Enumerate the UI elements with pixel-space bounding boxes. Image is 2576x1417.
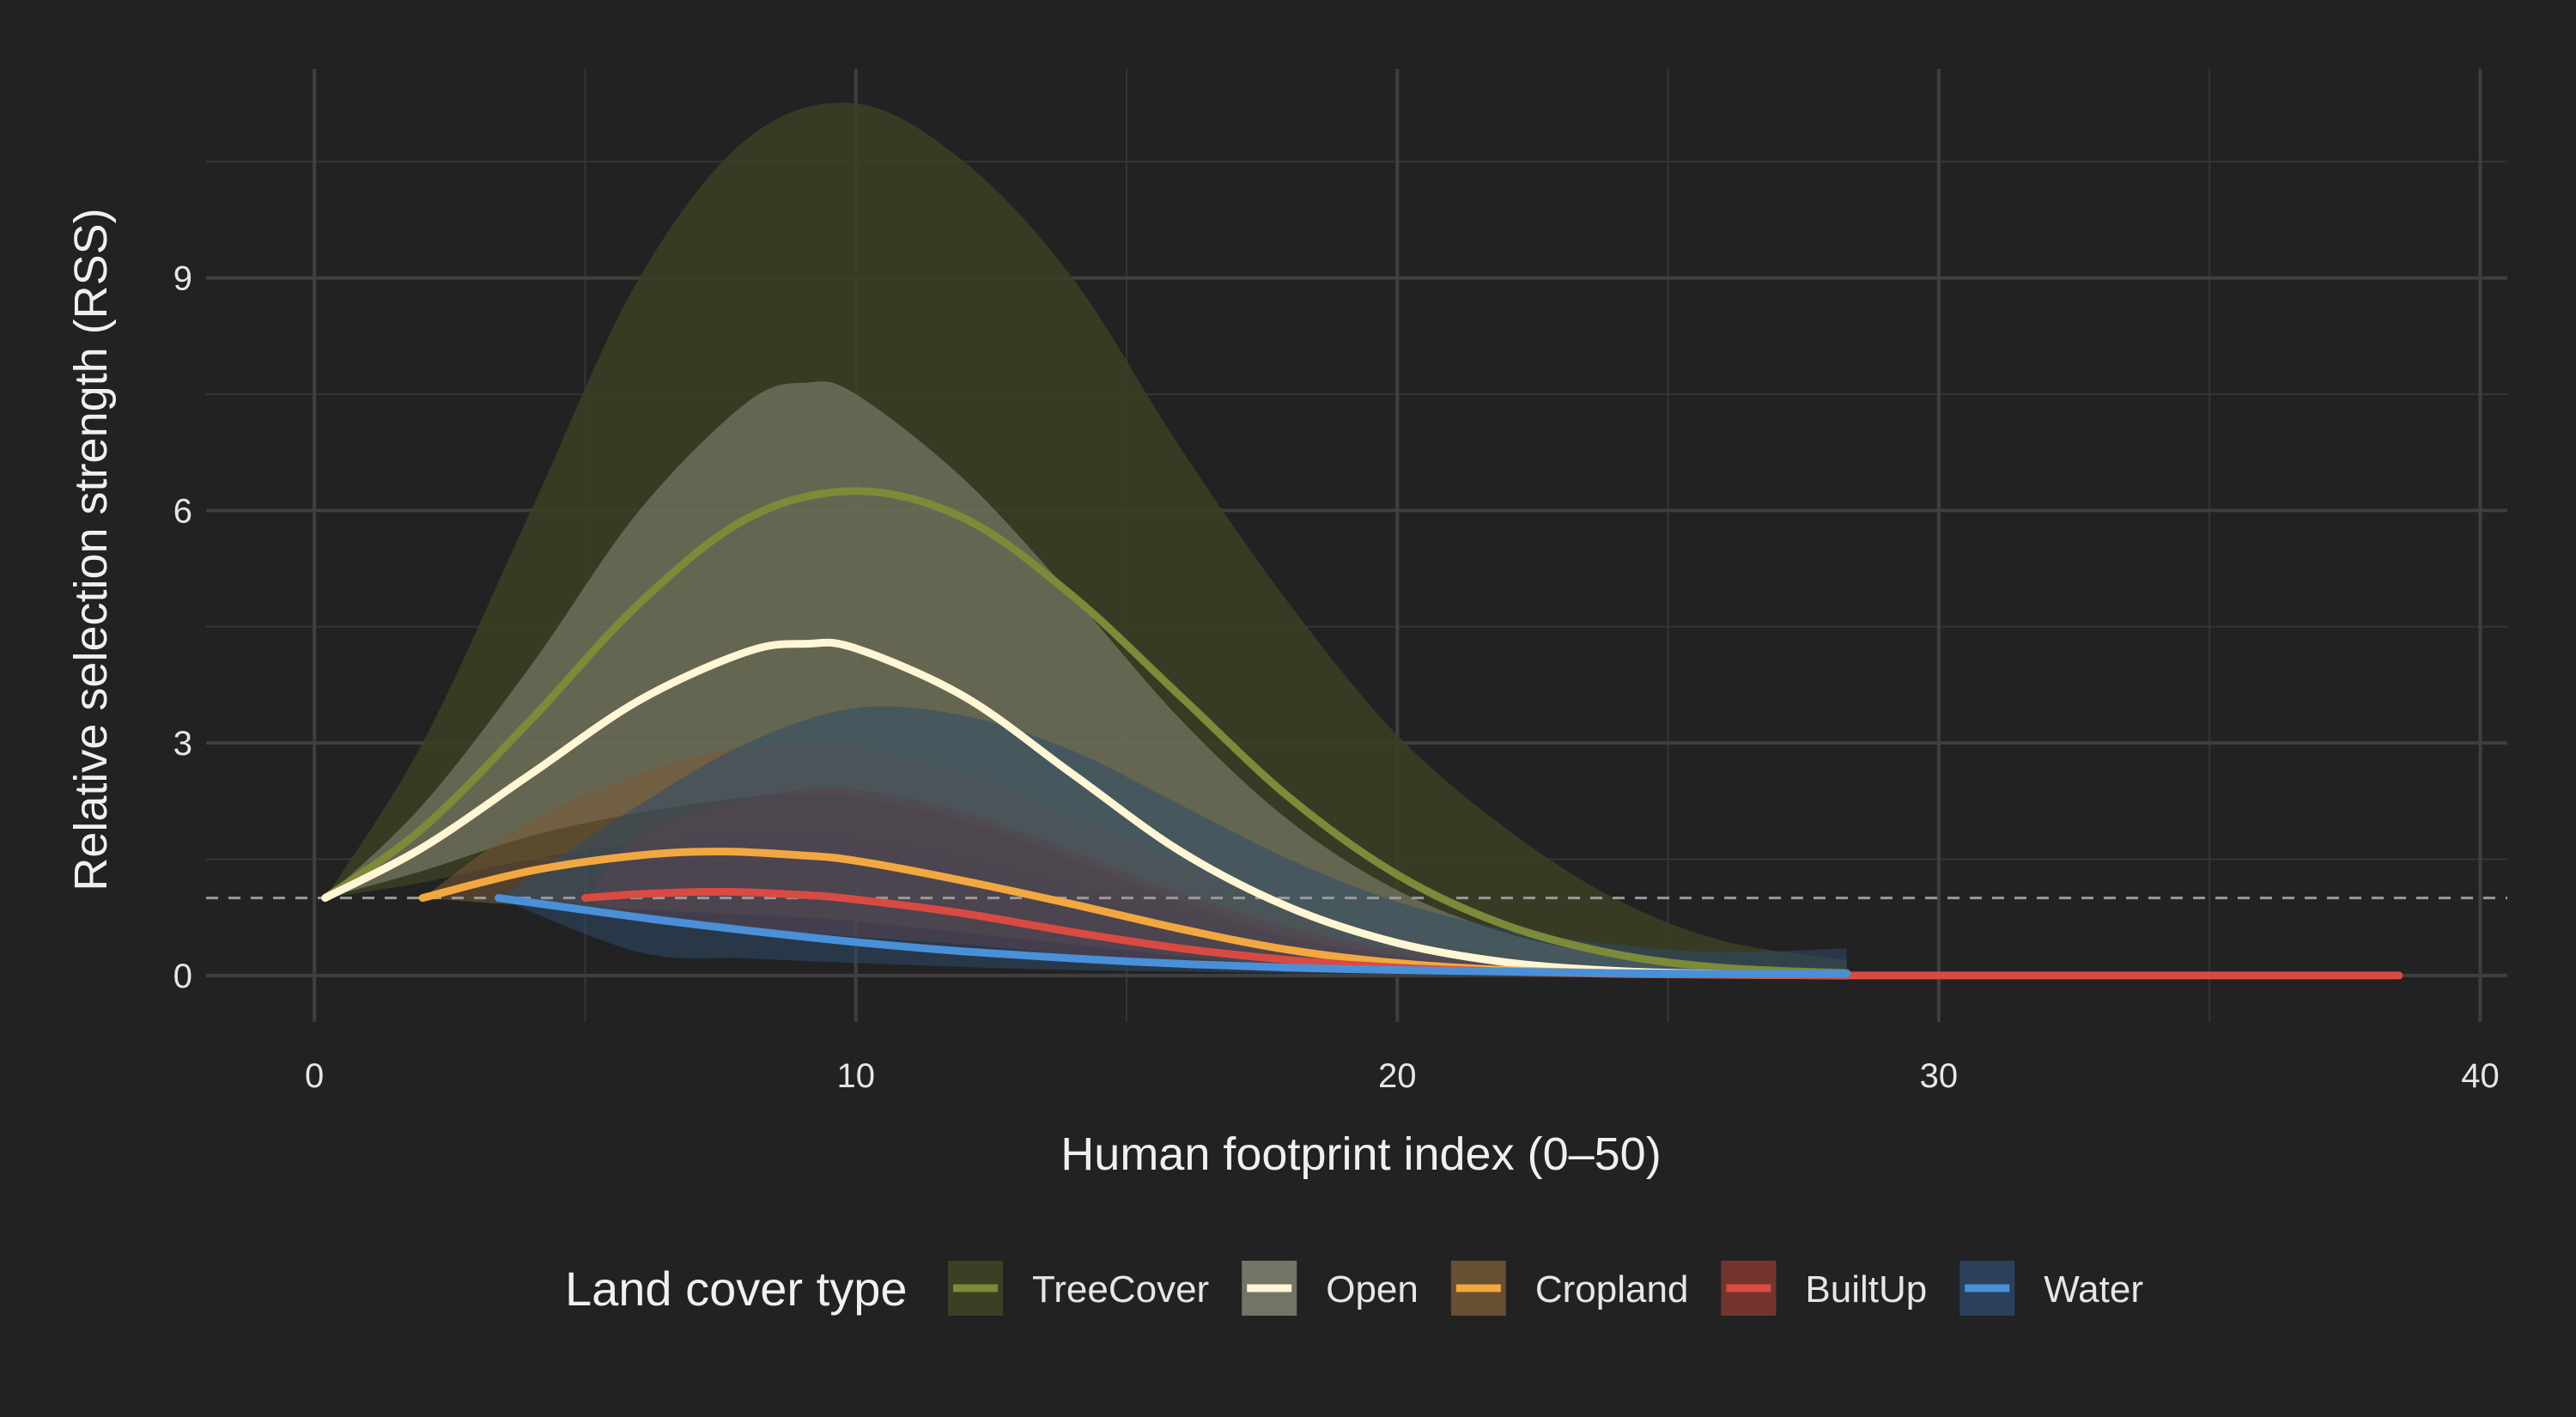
x-tick-label: 30 bbox=[1920, 1057, 1959, 1095]
line-treecover bbox=[321, 487, 1851, 977]
x-tick-label: 0 bbox=[305, 1057, 324, 1095]
y-axis-title: Relative selection strength (RSS) bbox=[65, 208, 117, 891]
y-tick-label: 0 bbox=[173, 958, 192, 995]
legend-label: TreeCover bbox=[1032, 1268, 1209, 1311]
legend-item-water: Water bbox=[1959, 1261, 2143, 1316]
legend-label: Open bbox=[1326, 1268, 1419, 1311]
legend-item-cropland: Cropland bbox=[1450, 1261, 1689, 1316]
legend-item-treecover: TreeCover bbox=[948, 1261, 1209, 1316]
y-tick-label: 6 bbox=[173, 492, 192, 530]
legend-items: TreeCover Open Cropland BuiltUp Water bbox=[948, 1261, 2143, 1316]
confidence-bands bbox=[325, 102, 2399, 976]
series-lines bbox=[321, 487, 2403, 980]
legend-item-open: Open bbox=[1242, 1261, 1419, 1316]
x-tick-label: 20 bbox=[1378, 1057, 1417, 1095]
x-tick-label: 40 bbox=[2461, 1057, 2500, 1095]
line-water bbox=[495, 894, 1851, 978]
legend-label: Cropland bbox=[1535, 1268, 1689, 1311]
y-tick-label: 9 bbox=[173, 260, 192, 298]
tick-labels: 0 10 20 30 40 0 3 6 9 bbox=[173, 260, 2500, 1095]
y-tick-label: 3 bbox=[173, 725, 192, 763]
legend: Land cover type TreeCover Open Cropland Bui… bbox=[565, 1261, 2143, 1316]
x-axis-title: Human footprint index (0–50) bbox=[1060, 1128, 1661, 1180]
x-tick-label: 10 bbox=[836, 1057, 875, 1095]
band-water bbox=[498, 706, 1847, 976]
band-open bbox=[325, 381, 1847, 976]
legend-label: Water bbox=[2044, 1268, 2143, 1311]
legend-title: Land cover type bbox=[565, 1262, 907, 1316]
legend-item-builtup: BuiltUp bbox=[1721, 1261, 1927, 1316]
legend-label: BuiltUp bbox=[1805, 1268, 1927, 1311]
